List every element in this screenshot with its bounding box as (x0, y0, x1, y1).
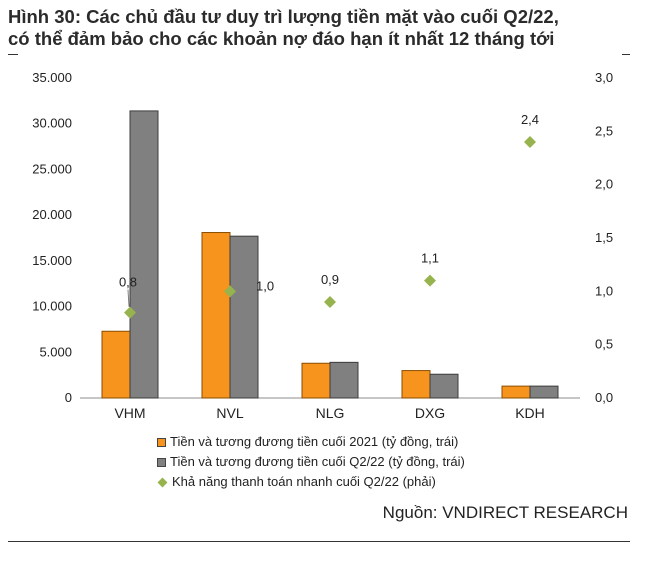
bar-q2-22-kdh (529, 385, 559, 399)
y-left-tick-label: 20.000 (32, 207, 72, 222)
top-rule-right (622, 54, 630, 55)
quick-ratio-marker-nvl (224, 285, 236, 298)
y-right-tick-label: 1,5 (595, 230, 613, 245)
bar-2021-vhm (101, 330, 131, 399)
quick-ratio-marker-kdh (524, 136, 536, 148)
quick-ratio-label-nlg: 0,9 (321, 272, 339, 287)
legend: Tiền và tương đương tiền cuối 2021 (tỷ đ… (157, 432, 465, 492)
x-tick-label-kdh: KDH (515, 405, 545, 421)
bar-2021-dxg (401, 370, 431, 399)
y-right-tick-label: 2,0 (595, 177, 613, 192)
y-left-tick-label: 15.000 (32, 253, 72, 268)
title-line-2: có thể đảm bảo cho các khoản nợ đáo hạn … (8, 28, 555, 49)
x-tick-label-vhm: VHM (114, 405, 145, 421)
bar-2021-nlg (301, 362, 331, 399)
quick-ratio-label-kdh: 2,4 (521, 112, 539, 127)
y-right-tick-label: 1,0 (595, 283, 613, 298)
legend-item-quick-ratio: Khả năng thanh toán nhanh cuối Q2/22 (ph… (157, 472, 465, 492)
legend-diamond-marker (157, 477, 168, 487)
y-right-tick-label: 3,0 (595, 70, 613, 85)
quick-ratio-leader-vhm (127, 289, 130, 307)
legend-item-2021: Tiền và tương đương tiền cuối 2021 (tỷ đ… (157, 432, 465, 452)
legend-label-quick-ratio: Khả năng thanh toán nhanh cuối Q2/22 (ph… (172, 474, 436, 489)
bottom-rule (8, 541, 630, 542)
y-left-tick-label: 5.000 (39, 344, 72, 359)
legend-label-2021: Tiền và tương đương tiền cuối 2021 (tỷ đ… (170, 434, 459, 449)
bar-q2-22-vhm (129, 110, 159, 399)
y-left-tick-label: 35.000 (32, 70, 72, 85)
source-note: Nguồn: VNDIRECT RESEARCH (382, 503, 628, 522)
legend-swatch-grey (157, 457, 166, 467)
y-left-tick-label: 10.000 (32, 299, 72, 314)
bar-q2-22-dxg (429, 373, 459, 399)
quick-ratio-marker-vhm (124, 306, 136, 319)
x-tick-label-nvl: NVL (216, 405, 243, 421)
y-left-tick-label: 25.000 (32, 161, 72, 176)
chart-title: Hình 30: Các chủ đầu tư duy trì lượng ti… (8, 6, 658, 50)
x-tick-label-nlg: NLG (316, 405, 345, 421)
y-left-tick-label: 30.000 (32, 116, 72, 131)
quick-ratio-label-vhm: 0,8 (119, 275, 137, 290)
quick-ratio-marker-dxg (424, 274, 436, 287)
quick-ratio-label-nvl: 1,0 (256, 278, 274, 293)
quick-ratio-marker-nlg (324, 296, 336, 308)
bar-2021-kdh (501, 385, 531, 399)
legend-item-q2-22: Tiền và tương đương tiền cuối Q2/22 (tỷ … (157, 452, 465, 472)
title-line-1: Hình 30: Các chủ đầu tư duy trì lượng ti… (8, 6, 559, 27)
chart-canvas: 0 5.000 10.000 15.000 20.000 25.000 30.000 35.0… (32, 70, 613, 421)
y-right-tick-label: 0,0 (595, 390, 613, 405)
bar-2021-nvl (201, 232, 231, 399)
quick-ratio-leader-nvl (236, 285, 254, 289)
top-rule-left (8, 54, 18, 55)
legend-swatch-orange (157, 437, 166, 447)
quick-ratio-label-dxg: 1,1 (421, 251, 439, 266)
y-left-tick-label: 0 (65, 390, 72, 405)
bar-q2-22-nlg (329, 361, 359, 399)
y-right-tick-label: 0,5 (595, 337, 613, 352)
bar-q2-22-nvl (229, 235, 259, 399)
x-tick-label-dxg: DXG (415, 405, 445, 421)
y-right-tick-label: 2,5 (595, 123, 613, 138)
legend-label-q2-22: Tiền và tương đương tiền cuối Q2/22 (tỷ … (170, 454, 465, 469)
